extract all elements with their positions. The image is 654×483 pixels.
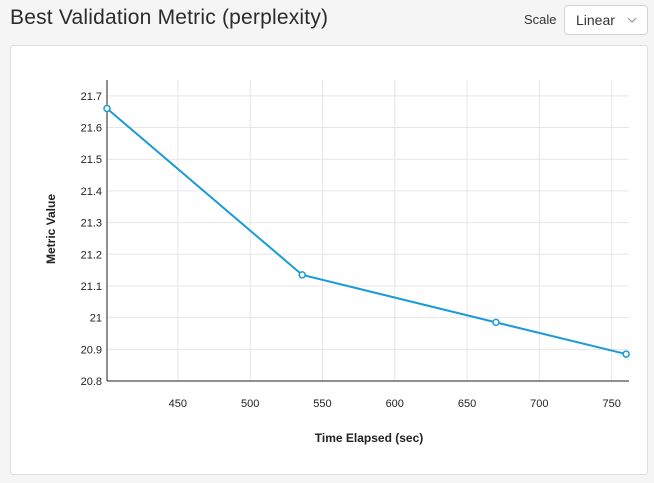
x-tick-label: 500 <box>241 398 259 410</box>
axes-layer <box>106 80 629 382</box>
series-layer <box>103 104 630 358</box>
chevron-down-icon <box>627 17 637 23</box>
y-tick-label: 21.5 <box>81 154 102 166</box>
scale-select[interactable]: Linear <box>564 5 648 35</box>
tick-layer: 20.8 20.9 21 21.1 21.2 21.3 21.4 21.5 21.6 21.7 45… <box>81 91 621 410</box>
y-tick-label: 21 <box>90 313 102 325</box>
series-line <box>106 107 627 356</box>
x-tick-label: 750 <box>602 398 620 410</box>
x-axis-label: Time Elapsed (sec) <box>315 431 424 445</box>
scale-label: Scale <box>524 12 557 27</box>
x-tick-label: 450 <box>169 398 187 410</box>
y-axis-label: Metric Value <box>44 194 58 264</box>
y-tick-label: 21.7 <box>81 91 102 103</box>
data-point[interactable] <box>298 271 306 279</box>
y-tick-label: 20.9 <box>81 344 102 356</box>
y-tick-label: 21.6 <box>81 123 102 135</box>
x-tick-label: 700 <box>530 398 548 410</box>
x-tick-label: 650 <box>458 398 476 410</box>
x-tick-label: 550 <box>313 398 331 410</box>
line-chart: 20.8 20.9 21 21.1 21.2 21.3 21.4 21.5 21.6 21.7 45… <box>44 80 630 445</box>
data-point[interactable] <box>622 350 630 358</box>
y-tick-label: 21.3 <box>81 218 102 230</box>
y-tick-label: 21.4 <box>81 186 102 198</box>
y-tick-label: 21.2 <box>81 249 102 261</box>
y-tick-label: 20.8 <box>81 376 102 388</box>
grid-layer <box>107 80 629 381</box>
scale-select-value: Linear <box>576 12 615 28</box>
data-point[interactable] <box>103 104 111 113</box>
y-tick-label: 21.1 <box>81 281 102 293</box>
chart-card: 20.8 20.9 21 21.1 21.2 21.3 21.4 21.5 21.6 21.7 45… <box>10 45 648 475</box>
data-point[interactable] <box>492 318 500 327</box>
x-tick-label: 600 <box>386 398 404 410</box>
page-title: Best Validation Metric (perplexity) <box>10 6 329 29</box>
